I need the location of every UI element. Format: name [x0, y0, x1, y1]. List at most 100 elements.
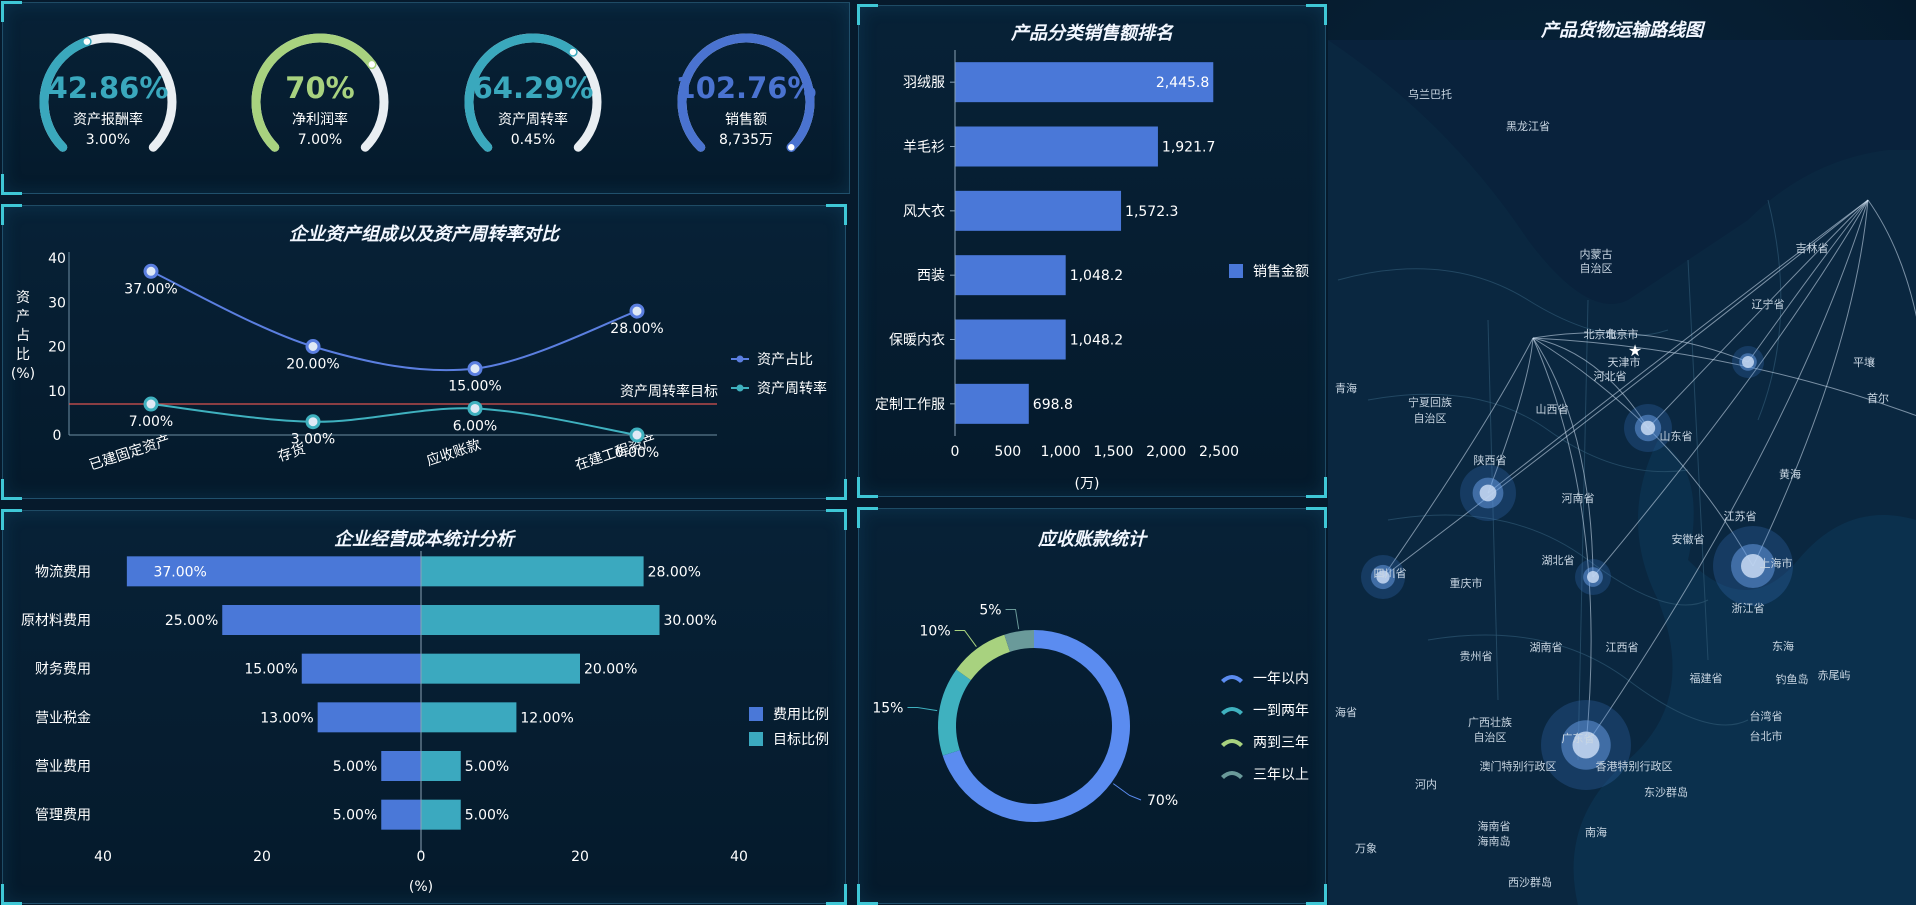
route-line: [1487, 199, 1869, 494]
data-label-right: 20.00%: [584, 662, 637, 678]
receivable-title: 应收账款统计: [1038, 529, 1146, 550]
route-line: [1747, 199, 1869, 363]
legend-swatch-dot: [736, 355, 744, 363]
label-leader: [1005, 608, 1020, 630]
kpi-strip: [1, 1, 850, 195]
y-tick-label: 0: [53, 428, 62, 444]
legend-swatch: [1221, 707, 1243, 715]
map-label: 陕西省: [1474, 453, 1507, 467]
cost-bar-left: [381, 751, 421, 781]
x-tick-label: 40: [94, 849, 112, 865]
x-tick-label: 40: [730, 849, 748, 865]
map-label: 黑龙江省: [1506, 120, 1550, 133]
map-label: 自治区: [1580, 261, 1613, 275]
y-axis-label: 占: [16, 328, 30, 344]
kpi-gauge-svg: 42.86% 资产报酬率 3.00%: [39, 33, 177, 152]
data-label-left: 15.00%: [244, 662, 297, 678]
map-label: 江西省: [1606, 641, 1639, 654]
map-label: 海省: [1335, 705, 1357, 719]
sales-bar: [955, 62, 1214, 103]
data-point: [467, 361, 483, 377]
y-tick-label: 10: [48, 384, 66, 400]
legend-label: 一年以内: [1253, 671, 1309, 687]
province-boundary: [1577, 299, 1589, 761]
y-tick-label: 定制工作服: [875, 397, 945, 413]
map-label: 黄海: [1779, 467, 1801, 481]
legend-label: 两到三年: [1253, 735, 1309, 751]
data-label: 28.00%: [610, 321, 663, 337]
map-label: 天津市: [1608, 355, 1641, 369]
cost-bar-right: [421, 605, 660, 635]
cost-bar-left: [126, 556, 421, 587]
series-line-1: [150, 403, 638, 436]
x-tick-label: 1,000: [1041, 444, 1081, 460]
target-label: 资产周转率目标: [620, 383, 718, 400]
y-tick-label: 羽绒服: [903, 75, 945, 91]
city-dot: [1587, 571, 1599, 583]
y-axis-label: (%): [11, 366, 35, 382]
legend-label: 销售金额: [1253, 264, 1309, 280]
donut-slice: [956, 634, 1010, 681]
transport-map[interactable]: ★ 黑龙江省 乌兰巴托 内蒙古 自治区 吉林省 辽宁省 北京市 天津市 北京市 河北省 平壤 首尔 宁夏回…: [1328, 0, 1916, 905]
province-boundary: [1427, 634, 1749, 726]
legend-swatch: [749, 707, 763, 721]
data-label: 15.00%: [448, 379, 501, 395]
data-label: 1,048.2: [1070, 333, 1123, 349]
kpi-percent: 102.76%: [676, 71, 817, 105]
map-label: 台湾省: [1750, 709, 1783, 723]
map-label: 湖南省: [1530, 641, 1563, 654]
receivable-panel: 应收账款统计 70% 15% 10% 5% 一年以内 一到两年 两到三年 三年以上: [857, 507, 1327, 905]
kpi-percent: 64.29%: [473, 71, 594, 105]
y-tick-label: 营业费用: [35, 759, 91, 775]
slice-label: 5%: [979, 602, 1001, 618]
map-label: 北京市: [1606, 327, 1639, 341]
gauge-knob: [367, 59, 377, 70]
cost-bar-left: [222, 605, 421, 635]
data-label: 37.00%: [124, 281, 177, 297]
city-dot: [1479, 484, 1497, 502]
kpi-percent: 70%: [285, 71, 354, 105]
map-label: 钓鱼岛: [1776, 672, 1809, 686]
y-tick-label: 西装: [917, 268, 945, 284]
data-label-left: 5.00%: [333, 808, 377, 824]
data-label-left: 13.00%: [260, 710, 313, 726]
legend-swatch-dot: [736, 384, 744, 392]
sea-area: [1573, 440, 1916, 905]
map-label: 青海: [1335, 381, 1357, 395]
cost-bar-right: [421, 653, 580, 684]
legend-label: 目标比例: [773, 732, 829, 748]
x-tick-label: 20: [253, 849, 271, 865]
y-tick-label: 40: [48, 251, 66, 267]
map-label: 贵州省: [1460, 650, 1493, 663]
map-label: 湖北省: [1542, 554, 1575, 567]
cost-bar-left: [381, 799, 421, 830]
kpi-value: 0.45%: [511, 132, 555, 148]
data-label: 1,921.7: [1162, 140, 1215, 156]
data-point: [467, 400, 483, 416]
kpi-label: 净利润率: [292, 111, 348, 128]
route-line: [1647, 199, 1869, 429]
kpi-value: 3.00%: [86, 132, 130, 148]
map-label: 自治区: [1474, 730, 1507, 744]
y-axis-label: 资: [16, 290, 30, 306]
province-boundary: [1487, 319, 1499, 701]
donut-slice: [1004, 630, 1034, 652]
map-label: 四川省: [1374, 567, 1407, 580]
route-line: [1532, 332, 1749, 363]
donut-slice: [938, 669, 971, 756]
x-tick-label: 2,000: [1146, 444, 1186, 460]
province-boundary: [1687, 259, 1709, 661]
map-label: 赤尾屿: [1818, 669, 1851, 682]
cost-title: 企业经营成本统计分析: [334, 529, 514, 550]
x-tick-label: 1,500: [1093, 444, 1133, 460]
data-point: [629, 427, 645, 443]
province-boundary: [1337, 268, 1669, 337]
route-line: [1532, 337, 1592, 746]
gauge-fill: [251, 33, 377, 152]
legend-swatch: [1221, 771, 1243, 779]
route-line: [1532, 337, 1594, 578]
map-label: 江苏省: [1724, 510, 1757, 523]
sales-bar: [955, 383, 1029, 424]
